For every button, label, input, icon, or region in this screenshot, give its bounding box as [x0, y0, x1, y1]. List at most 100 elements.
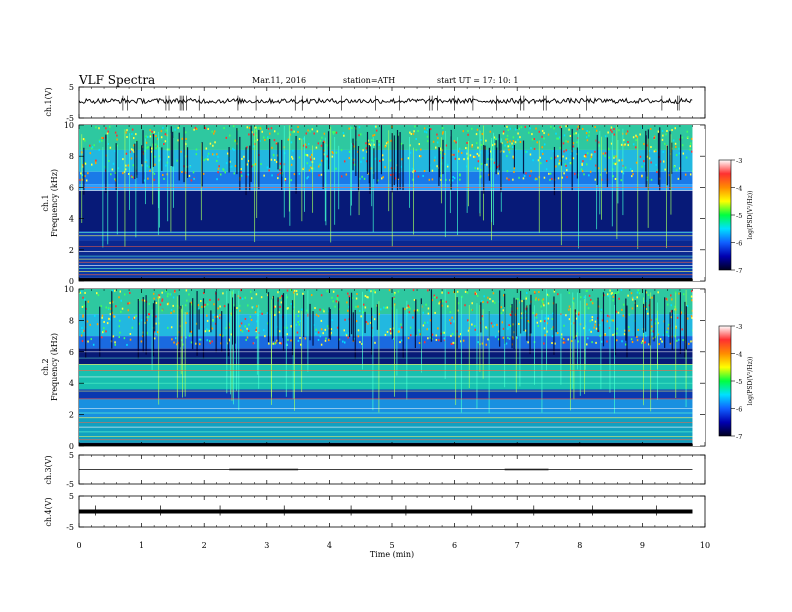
- spectrogram-speckle: [631, 170, 633, 173]
- ch2-spectrogram-image: [79, 289, 705, 446]
- spectrogram-speckle: [472, 155, 475, 158]
- spectrogram-speckle: [181, 339, 183, 342]
- spectrogram-sferic: [145, 295, 147, 355]
- spectrogram-speckle: [691, 316, 693, 319]
- spectrogram-speckle: [458, 335, 460, 338]
- spectrogram-sferic: [137, 299, 139, 359]
- spectrogram-speckle: [129, 150, 131, 153]
- spectrogram-speckle: [204, 330, 207, 333]
- spectrogram-speckle: [103, 329, 105, 332]
- ch4-waveform-ylabel: ch.4(V): [44, 497, 53, 526]
- spectrogram-speckle: [520, 317, 523, 320]
- spectrogram-speckle: [457, 309, 459, 312]
- ch4-waveform-spikes: [95, 505, 657, 516]
- spectrogram-speckle: [234, 164, 237, 167]
- spectrogram-sferic: [282, 293, 285, 351]
- spectrogram-speckle: [473, 325, 476, 328]
- spectrogram-speckle: [536, 141, 539, 144]
- spectrogram-speckle: [348, 150, 351, 153]
- spectrogram-speckle: [214, 141, 216, 144]
- spectrogram-speckle: [323, 132, 326, 135]
- spectrogram-speckle: [347, 336, 349, 339]
- spectrogram-speckle: [476, 333, 479, 336]
- spectrogram-speckle: [630, 338, 633, 341]
- colorbar-tick-label: -4: [736, 351, 742, 359]
- spectrogram-sferic: [327, 131, 330, 170]
- spectrogram-speckle: [586, 130, 588, 133]
- spectrogram-speckle: [371, 139, 373, 142]
- spectrogram-sferic: [393, 135, 395, 186]
- spectrogram-speckle: [636, 296, 638, 299]
- spectrogram-speckle: [170, 308, 173, 311]
- spectrogram-sferic: [669, 312, 671, 344]
- spectrogram-speckle: [568, 318, 571, 321]
- spectrogram-speckle: [366, 296, 368, 299]
- spectrogram-speckle: [506, 170, 509, 173]
- spectrogram-speckle: [524, 125, 527, 128]
- spectrogram-speckle: [650, 161, 652, 164]
- spectrogram-speckle: [250, 297, 253, 300]
- spectrogram-speckle: [429, 319, 432, 322]
- spectrogram-speckle: [599, 324, 601, 327]
- spectrogram-speckle: [81, 326, 83, 329]
- spectrogram-speckle: [132, 164, 135, 167]
- spectrogram-speckle: [474, 167, 477, 170]
- spectrogram-speckle: [538, 290, 540, 293]
- spectrogram-speckle: [524, 329, 527, 332]
- spectrogram-sferic: [611, 133, 613, 227]
- spectrogram-sferic: [192, 298, 194, 350]
- spectrogram-speckle: [290, 141, 293, 144]
- spectrogram-speckle: [437, 339, 440, 342]
- spectrogram-speckle: [616, 327, 618, 330]
- spectrogram-speckle: [452, 175, 454, 178]
- spectrogram-speckle: [213, 130, 216, 133]
- spectrogram-speckle: [419, 333, 421, 336]
- spectrogram-speckle: [392, 173, 394, 176]
- spectrogram-sferic: [176, 296, 178, 398]
- spectrogram-speckle: [233, 303, 235, 306]
- spectrogram-speckle: [302, 292, 304, 295]
- spectrogram-speckle: [230, 333, 232, 336]
- spectrogram-speckle: [176, 343, 178, 346]
- spectrogram-speckle: [195, 153, 198, 156]
- spectrogram-speckle: [222, 168, 225, 171]
- spectrogram-sferic: [328, 307, 330, 338]
- spectrogram-speckle: [670, 316, 673, 319]
- waveform-burst: [229, 468, 299, 471]
- spectrogram-speckle: [347, 309, 349, 312]
- spectrogram-speckle: [113, 289, 116, 292]
- spectrogram-speckle: [203, 159, 205, 162]
- spectrogram-sferic: [577, 292, 578, 370]
- spectrogram-speckle: [106, 132, 109, 135]
- spectrogram-speckle: [228, 326, 230, 329]
- waveform-burst: [504, 468, 549, 471]
- spectrogram-speckle: [535, 313, 538, 316]
- spectrogram-base: [79, 443, 693, 446]
- spectrogram-speckle: [506, 177, 508, 180]
- spectrogram-speckle: [309, 156, 312, 159]
- spectrogram-speckle: [480, 168, 482, 171]
- spectrogram-speckle: [624, 166, 627, 169]
- spectrogram-speckle: [531, 138, 534, 141]
- spectrogram-speckle: [345, 332, 347, 335]
- spectrogram-speckle: [207, 158, 209, 161]
- spectrogram-sferic: [413, 147, 414, 235]
- spectrogram-speckle: [166, 295, 169, 298]
- spectrogram-speckle: [629, 167, 632, 170]
- spectrogram-sferic: [154, 300, 156, 332]
- spectrogram-speckle: [128, 316, 130, 319]
- spectrogram-speckle: [453, 139, 456, 142]
- spectrogram-speckle: [83, 298, 86, 301]
- spectrogram-speckle: [416, 309, 419, 312]
- spectrogram-speckle: [400, 323, 402, 326]
- spectrogram-speckle: [114, 150, 116, 153]
- spectrogram-speckle: [470, 308, 473, 311]
- spectrogram-speckle: [494, 301, 496, 304]
- spectrogram-speckle: [323, 149, 325, 152]
- spectrogram-speckle: [116, 138, 118, 141]
- spectrogram-speckle: [615, 292, 618, 295]
- spectrogram-speckle: [532, 312, 535, 315]
- spectrogram-sferic: [438, 147, 440, 187]
- spectrogram-speckle: [447, 291, 450, 294]
- spectrogram-speckle: [562, 337, 565, 340]
